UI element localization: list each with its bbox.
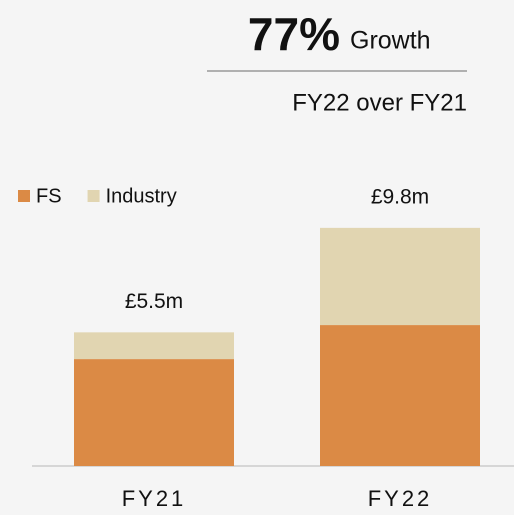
bar-segment [320, 325, 480, 466]
bar-segment [320, 227, 480, 326]
subtitle: FY22 over FY21 [292, 89, 467, 116]
headline-text: Growth [350, 27, 431, 55]
x-tick-label: FY21 [122, 486, 187, 511]
x-tick-label: FY22 [368, 486, 433, 511]
bar-segment [74, 332, 234, 360]
headline: 77% [248, 8, 340, 60]
legend-label: FS [36, 185, 62, 207]
total-label: £5.5m [125, 290, 183, 313]
total-label: £9.8m [371, 185, 429, 208]
legend-swatch [18, 190, 30, 202]
bar-segment [74, 359, 234, 466]
legend-swatch [87, 190, 100, 202]
legend-label: Industry [106, 185, 177, 207]
